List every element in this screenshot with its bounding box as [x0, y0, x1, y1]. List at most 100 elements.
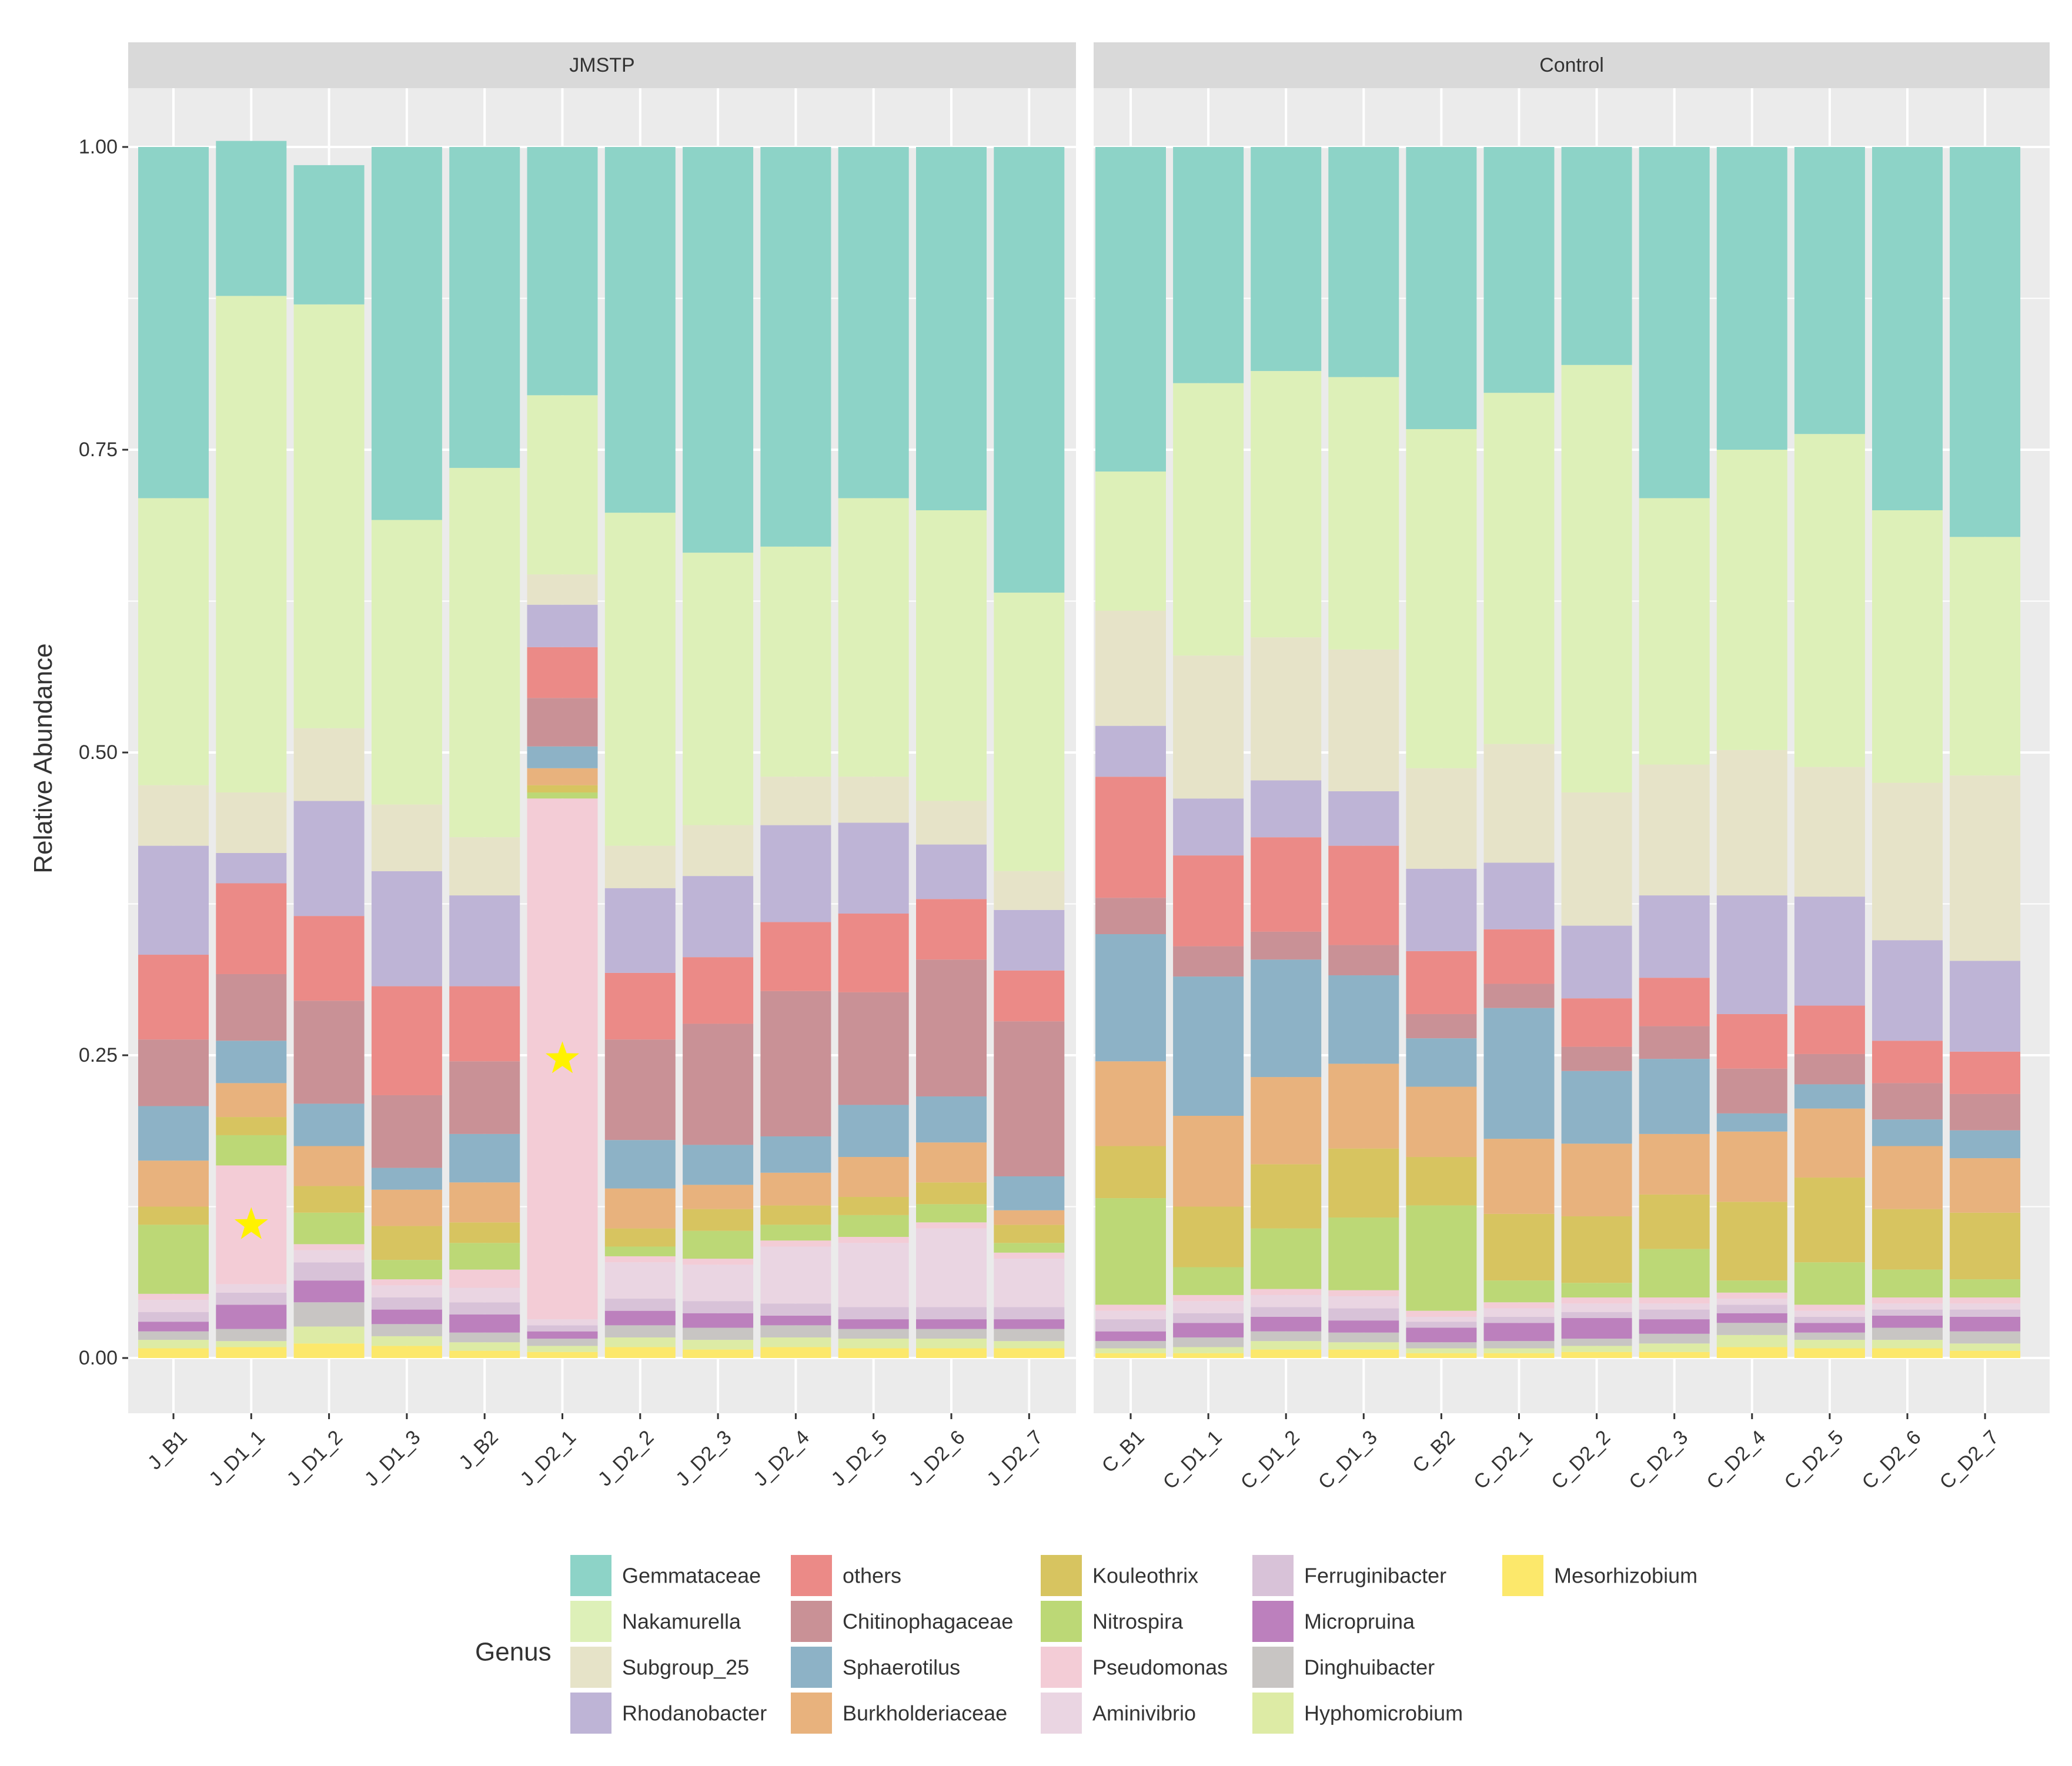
segment-J_D1_3-Sphaerotilus	[371, 1168, 442, 1190]
segment-J_D2_4-Pseudomonas	[760, 1240, 831, 1247]
segment-C_D2_6-Dinghuibacter	[1872, 1327, 1943, 1340]
segment-J_D2_1-Rhodanobacter	[527, 604, 598, 647]
segment-C_D1_3-Nakamurella	[1328, 377, 1399, 650]
legend-item-Subgroup_25: Subgroup_25	[570, 1647, 749, 1688]
segment-J_D2_4-Sphaerotilus	[760, 1136, 831, 1173]
segment-J_D1_3-Hyphomicrobium	[371, 1336, 442, 1346]
segment-J_B2-Hyphomicrobium	[449, 1342, 520, 1351]
segment-C_D2_7-others	[1950, 1051, 2021, 1094]
segment-J_D1_1-Kouleothrix	[216, 1117, 287, 1135]
bar-C_D1_3	[1328, 147, 1399, 1358]
bar-C_D2_5	[1794, 147, 1865, 1358]
segment-C_D2_7-Ferruginibacter	[1950, 1309, 2021, 1317]
legend-item-Dinghuibacter: Dinghuibacter	[1252, 1647, 1435, 1688]
segment-J_D2_2-Nakamurella	[604, 513, 676, 846]
segment-J_D1_1-Dinghuibacter	[216, 1329, 287, 1342]
segment-J_D2_7-Kouleothrix	[994, 1225, 1065, 1243]
segment-C_D1_3-Aminivibrio	[1328, 1296, 1399, 1309]
segment-J_D2_7-Subgroup_25	[994, 871, 1065, 910]
segment-J_D2_7-Hyphomicrobium	[994, 1341, 1065, 1349]
segment-J_B1-Dinghuibacter	[138, 1331, 209, 1340]
segment-J_B1-Nakamurella	[138, 498, 209, 785]
segment-J_D2_1-Micropruina	[527, 1331, 598, 1339]
segment-J_B2-Gemmataceae	[449, 147, 520, 468]
legend-swatch	[1041, 1647, 1082, 1688]
segment-C_D2_5-others	[1794, 1005, 1865, 1054]
segment-J_D2_5-Sphaerotilus	[838, 1105, 909, 1158]
segment-C_D1_2-Gemmataceae	[1251, 147, 1322, 372]
segment-C_D2_6-Hyphomicrobium	[1872, 1340, 1943, 1349]
segment-J_D2_1-Chitinophagaceae	[527, 698, 598, 747]
segment-J_D1_3-Pseudomonas	[371, 1279, 442, 1286]
segment-J_D2_2-Subgroup_25	[604, 845, 676, 888]
segment-J_D2_1-Gemmataceae	[527, 147, 598, 396]
segment-C_D2_7-Mesorhizobium	[1950, 1350, 2021, 1358]
segment-J_D2_2-Chitinophagaceae	[604, 1039, 676, 1140]
segment-J_D1_2-Sphaerotilus	[293, 1103, 365, 1146]
segment-C_D2_4-Burkholderiaceae	[1716, 1131, 1787, 1202]
segment-J_D2_1-Nitrospira	[527, 792, 598, 799]
segment-C_D2_7-Hyphomicrobium	[1950, 1343, 2021, 1351]
segment-J_B2-Aminivibrio	[449, 1287, 520, 1303]
segment-C_D2_3-Subgroup_25	[1639, 764, 1710, 896]
legend-label: Kouleothrix	[1092, 1564, 1198, 1588]
bar-C_D1_1	[1173, 147, 1244, 1358]
segment-C_D2_4-others	[1716, 1014, 1787, 1069]
segment-C_D2_4-Rhodanobacter	[1716, 895, 1787, 1014]
legend-swatch	[1041, 1601, 1082, 1642]
legend-item-Mesorhizobium: Mesorhizobium	[1502, 1555, 1697, 1596]
segment-J_D1_2-Nakamurella	[293, 304, 365, 728]
segment-C_D1_3-Gemmataceae	[1328, 147, 1399, 377]
segment-C_D2_5-Micropruina	[1794, 1323, 1865, 1333]
segment-J_D1_2-Gemmataceae	[293, 165, 365, 305]
segment-C_D1_3-Pseudomonas	[1328, 1290, 1399, 1296]
segment-C_D2_4-Gemmataceae	[1716, 147, 1787, 450]
segment-C_D1_3-Mesorhizobium	[1328, 1349, 1399, 1358]
segment-J_D2_3-Mesorhizobium	[683, 1349, 754, 1358]
segment-C_D2_5-Dinghuibacter	[1794, 1332, 1865, 1340]
legend-label: Sphaerotilus	[843, 1655, 960, 1680]
segment-C_D2_5-Aminivibrio	[1794, 1310, 1865, 1317]
legend-item-Gemmataceae: Gemmataceae	[570, 1555, 761, 1596]
segment-J_B1-Ferruginibacter	[138, 1312, 209, 1322]
segment-J_D2_5-Aminivibrio	[838, 1243, 909, 1307]
segment-J_D1_2-others	[293, 916, 365, 1001]
segment-J_D1_1-Chitinophagaceae	[216, 974, 287, 1041]
segment-C_D2_5-Burkholderiaceae	[1794, 1108, 1865, 1178]
segment-J_D1_3-Nitrospira	[371, 1260, 442, 1280]
segment-C_D2_4-Nakamurella	[1716, 450, 1787, 750]
legend-label: others	[843, 1564, 901, 1588]
segment-C_D1_3-Micropruina	[1328, 1320, 1399, 1333]
segment-J_D2_3-Hyphomicrobium	[683, 1340, 754, 1350]
segment-J_D2_6-Aminivibrio	[916, 1228, 987, 1307]
segment-J_D1_1-Micropruina	[216, 1305, 287, 1329]
segment-J_D2_4-Dinghuibacter	[760, 1325, 831, 1337]
legend-item-Nitrospira: Nitrospira	[1041, 1601, 1184, 1642]
segment-J_D2_7-Sphaerotilus	[994, 1176, 1065, 1210]
segment-C_D2_5-Gemmataceae	[1794, 147, 1865, 434]
segment-C_D2_4-Dinghuibacter	[1716, 1323, 1787, 1335]
segment-J_B2-Nakamurella	[449, 467, 520, 838]
segment-J_D2_2-Kouleothrix	[604, 1228, 676, 1247]
segment-C_D1_2-Mesorhizobium	[1251, 1349, 1322, 1358]
segment-C_B2-Rhodanobacter	[1406, 868, 1477, 951]
segment-C_D2_2-Dinghuibacter	[1561, 1339, 1632, 1346]
segment-J_D1_1-Sphaerotilus	[216, 1041, 287, 1083]
segment-J_B1-Pseudomonas	[138, 1293, 209, 1300]
segment-J_D2_1-Aminivibrio	[527, 1319, 598, 1326]
segment-J_D2_6-others	[916, 899, 987, 960]
bar-J_D2_3	[683, 147, 754, 1358]
bar-C_D1_2	[1251, 147, 1322, 1358]
segment-C_D2_2-Burkholderiaceae	[1561, 1143, 1632, 1216]
segment-C_D1_1-Aminivibrio	[1173, 1301, 1244, 1313]
segment-C_D2_1-Kouleothrix	[1483, 1213, 1555, 1281]
segment-J_D2_3-Aminivibrio	[683, 1265, 754, 1302]
segment-C_D1_2-Ferruginibacter	[1251, 1307, 1322, 1317]
segment-J_D2_3-others	[683, 957, 754, 1024]
legend-label: Aminivibrio	[1092, 1701, 1196, 1725]
segment-C_D2_2-Hyphomicrobium	[1561, 1346, 1632, 1352]
segment-C_D2_7-Nitrospira	[1950, 1279, 2021, 1297]
segment-J_D2_6-Rhodanobacter	[916, 844, 987, 899]
segment-C_D1_3-Kouleothrix	[1328, 1148, 1399, 1218]
segment-J_D2_7-Ferruginibacter	[994, 1307, 1065, 1320]
